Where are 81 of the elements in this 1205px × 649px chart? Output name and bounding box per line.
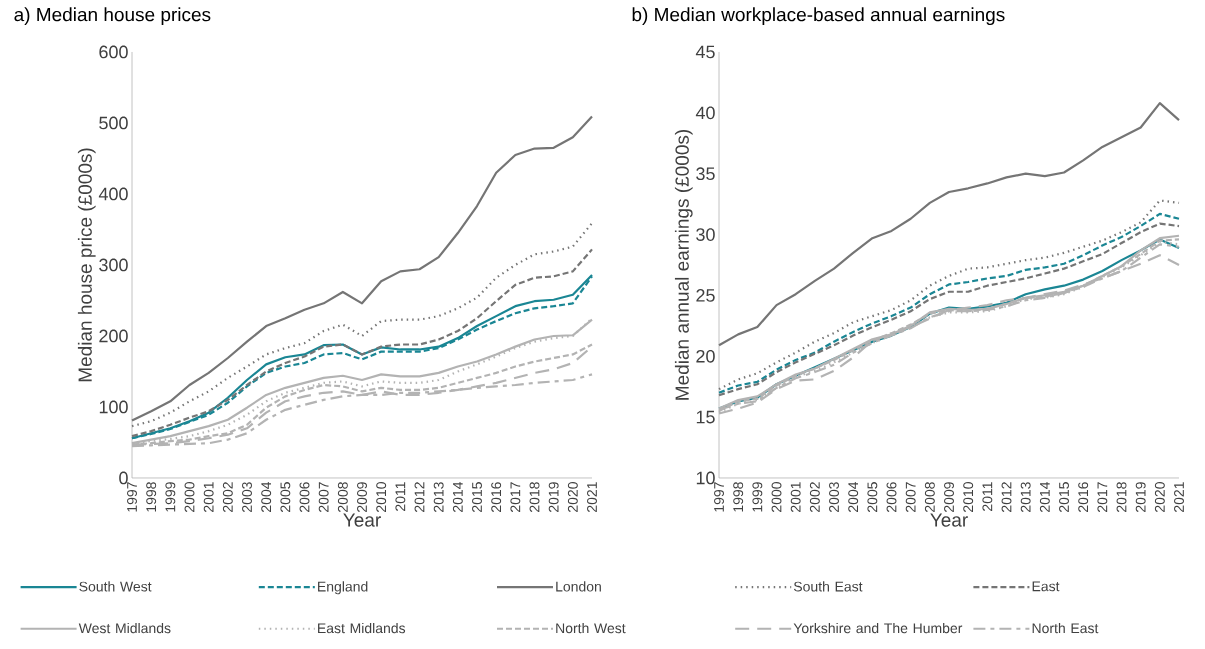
legend-label: North West xyxy=(556,622,626,634)
legend-label: East xyxy=(1032,581,1060,592)
x-axis-title: Year xyxy=(343,513,381,527)
x-tick-label: 2006 xyxy=(299,482,310,512)
x-tick-label: 2011 xyxy=(395,482,406,511)
y-tick-label: 40 xyxy=(695,106,715,120)
chart-title: a) Median house prices xyxy=(14,7,211,26)
x-tick-label: 2015 xyxy=(1059,482,1069,512)
y-tick-label: 500 xyxy=(99,116,128,130)
y-tick-label: 400 xyxy=(98,187,128,201)
x-tick-label: 2013 xyxy=(433,482,444,512)
legend-label: South East xyxy=(793,581,863,592)
x-tick-label: 2000 xyxy=(184,482,195,512)
x-tick-label: 2021 xyxy=(1174,482,1184,512)
legend-label: North East xyxy=(1032,622,1099,634)
y-tick-label: 100 xyxy=(99,400,128,414)
y-tick-label: 600 xyxy=(99,45,128,59)
y-tick-label: 15 xyxy=(696,410,715,424)
x-tick-label: 2021 xyxy=(587,482,597,512)
x-tick-label: 2016 xyxy=(491,482,502,512)
legend-label: East Midlands xyxy=(318,622,406,634)
x-tick-label: 2008 xyxy=(924,482,935,512)
y-axis-title: Median annual earnings (£000s) xyxy=(674,129,693,400)
x-tick-label: 2014 xyxy=(452,481,463,512)
x-tick-label: 1998 xyxy=(733,482,744,512)
x-tick-label: 2018 xyxy=(1116,482,1127,512)
x-axis-title: Year xyxy=(930,513,968,527)
y-tick-label: 20 xyxy=(696,349,715,363)
x-tick-label: 2017 xyxy=(510,482,521,512)
legend-label: South West xyxy=(79,581,152,592)
x-tick-label: 2009 xyxy=(357,482,367,512)
y-tick-label: 35 xyxy=(696,167,715,181)
x-tick-label: 2007 xyxy=(905,482,916,512)
x-tick-label: 2015 xyxy=(472,482,482,512)
x-tick-label: 1997 xyxy=(714,482,724,512)
x-tick-label: 2011 xyxy=(982,482,993,511)
x-tick-label: 2009 xyxy=(944,482,954,512)
legend-label: Yorkshire and The Humber xyxy=(793,622,963,634)
legend-label: West Midlands xyxy=(78,622,171,634)
legend-label: England xyxy=(318,581,368,595)
x-tick-label: 2001 xyxy=(203,482,214,512)
x-tick-label: 2010 xyxy=(963,482,974,512)
x-tick-label: 2013 xyxy=(1020,482,1031,512)
x-tick-label: 2005 xyxy=(280,482,291,512)
x-tick-label: 1999 xyxy=(165,482,176,512)
x-tick-label: 2008 xyxy=(337,482,348,512)
x-tick-label: 2020 xyxy=(567,482,578,512)
x-tick-label: 2002 xyxy=(222,482,233,512)
y-tick-label: 200 xyxy=(99,329,128,343)
x-tick-label: 2000 xyxy=(771,482,782,512)
x-tick-label: 2003 xyxy=(242,482,252,512)
x-tick-label: 2003 xyxy=(829,482,839,512)
y-tick-label: 45 xyxy=(695,45,715,59)
x-tick-label: 2016 xyxy=(1078,482,1089,512)
y-tick-label: 300 xyxy=(99,258,128,272)
x-tick-label: 2018 xyxy=(529,482,540,512)
y-tick-label: 30 xyxy=(696,228,715,241)
x-tick-label: 2007 xyxy=(318,482,329,512)
x-tick-label: 2006 xyxy=(886,482,897,512)
x-tick-label: 2019 xyxy=(548,482,559,512)
x-tick-label: 2002 xyxy=(809,482,820,512)
x-tick-label: 2004 xyxy=(261,481,272,512)
x-tick-label: 1997 xyxy=(127,482,137,512)
x-tick-label: 2012 xyxy=(414,482,425,512)
x-tick-label: 2004 xyxy=(848,481,859,512)
y-axis-title: Median house price (£000s) xyxy=(77,148,96,382)
chart-title: b) Median workplace-based annual earnings xyxy=(632,7,1005,26)
x-tick-label: 2019 xyxy=(1135,482,1146,512)
x-tick-label: 2020 xyxy=(1154,482,1165,512)
x-tick-label: 2012 xyxy=(1001,482,1012,512)
x-tick-label: 2010 xyxy=(376,482,387,512)
x-tick-label: 2005 xyxy=(867,482,878,512)
legend-label: London xyxy=(556,581,601,592)
x-tick-label: 1998 xyxy=(146,482,157,512)
x-tick-label: 2014 xyxy=(1039,481,1050,512)
y-tick-label: 10 xyxy=(696,471,715,485)
x-tick-label: 1999 xyxy=(752,482,763,512)
x-tick-label: 2001 xyxy=(790,482,801,512)
y-tick-label: 25 xyxy=(696,289,715,302)
y-tick-label: 0 xyxy=(119,471,128,485)
x-tick-label: 2017 xyxy=(1097,482,1108,512)
